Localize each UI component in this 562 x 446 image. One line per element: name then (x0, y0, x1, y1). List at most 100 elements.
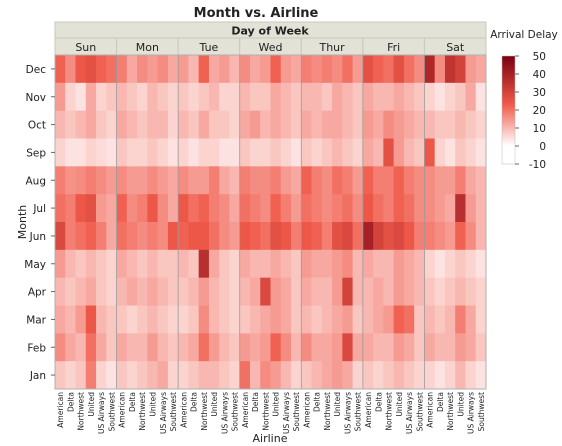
heatmap-cell (311, 166, 323, 195)
heatmap-cell (301, 333, 312, 362)
heatmap-cell (311, 194, 323, 223)
heatmap-cell (249, 277, 261, 306)
heatmap-cell (85, 82, 97, 112)
heatmap-cell (239, 82, 251, 112)
heatmap-cell (85, 55, 97, 84)
heatmap-cell (55, 305, 66, 334)
heatmap-cell (96, 55, 107, 84)
heatmap-cell (465, 110, 477, 139)
heatmap-cell (178, 82, 189, 112)
heatmap-cell (362, 110, 374, 139)
heatmap-cell (249, 110, 261, 139)
heatmap-cell (301, 82, 312, 112)
heatmap-cell (55, 277, 66, 306)
heatmap-cell (393, 249, 405, 279)
heatmap-cell (362, 249, 374, 279)
heatmap-cell (403, 110, 415, 139)
heatmap-cell (198, 194, 210, 223)
heatmap-cell (219, 277, 230, 306)
heatmap-cell (55, 222, 66, 251)
heatmap-cell (383, 249, 395, 279)
heatmap-cell (291, 194, 302, 223)
heatmap-cell (147, 55, 159, 84)
heatmap-cell (291, 138, 302, 167)
airline-label: Northwest (385, 392, 394, 431)
heatmap-cell (96, 110, 107, 139)
heatmap-cell (167, 82, 179, 112)
heatmap-cell (393, 305, 405, 334)
heatmap-cell (301, 138, 312, 167)
heatmap-cell (424, 82, 436, 112)
heatmap-cell (198, 305, 210, 334)
heatmap-cell (393, 55, 405, 84)
heatmap-cell (383, 166, 395, 195)
heatmap-cell (321, 333, 333, 362)
heatmap-cell (55, 333, 66, 362)
heatmap-cell (291, 361, 302, 390)
heatmap-cell (434, 110, 446, 139)
airline-label: US Airways (405, 392, 414, 434)
heatmap-cell (116, 222, 128, 251)
day-headers: Sun Mon Tue Wed Thur Fri Sat (54, 37, 487, 56)
heatmap-cell (137, 333, 148, 362)
heatmap-cell (198, 222, 210, 251)
heatmap-cell (126, 194, 138, 223)
heatmap-cell (383, 277, 395, 306)
heatmap-cell (414, 361, 425, 390)
legend-tick-label: 10 (533, 123, 546, 135)
heatmap-cell (465, 361, 477, 390)
heatmap-cell (465, 222, 477, 251)
heatmap-cell (332, 138, 343, 167)
heatmap-cell (137, 138, 148, 167)
heatmap-cell (362, 138, 374, 167)
heatmap-cell (106, 277, 117, 306)
heatmap-cell (321, 194, 333, 223)
heatmap-cell (280, 110, 292, 139)
heatmap-cell (219, 138, 230, 167)
heatmap-cell (178, 110, 189, 139)
heatmap-cell (403, 55, 415, 84)
heatmap-cell (157, 110, 169, 139)
heatmap-cell (249, 333, 261, 362)
heatmap-cell (75, 138, 87, 167)
heatmap-cell (126, 166, 138, 195)
heatmap-cell (362, 166, 374, 195)
heatmap-cell (106, 249, 117, 279)
airline-label: American (179, 392, 188, 428)
heatmap-cell (434, 194, 446, 223)
heatmap-cell (383, 55, 395, 84)
heatmap-cell (342, 110, 353, 139)
heatmap-cell (403, 194, 415, 223)
heatmap-cell (75, 305, 87, 334)
heatmap-cell (352, 277, 364, 306)
heatmap-cell (362, 55, 374, 84)
heatmap-cell (116, 333, 128, 362)
heatmap-cell (208, 361, 220, 390)
heatmap-cell (414, 305, 425, 334)
airline-label: American (364, 392, 373, 428)
heatmap-cell (311, 55, 323, 84)
heatmap-cell (403, 166, 415, 195)
heatmap-cell (157, 138, 169, 167)
heatmap-cell (332, 166, 343, 195)
heatmap-cell (126, 333, 138, 362)
legend-tick-label: 30 (533, 87, 546, 99)
heatmap-cell (383, 305, 395, 334)
heatmap-cell (198, 166, 210, 195)
heatmap-cell (55, 166, 66, 195)
heatmap-cell (239, 194, 251, 223)
heatmap-cell (332, 277, 343, 306)
heatmap-cell (249, 138, 261, 167)
heatmap-cell (137, 361, 148, 390)
heatmap-cell (342, 249, 353, 279)
heatmap-cell (208, 277, 220, 306)
heatmap-cell (137, 277, 148, 306)
heatmap-cell (249, 82, 261, 112)
heatmap-cell (301, 110, 312, 139)
heatmap-cell (188, 305, 200, 334)
heatmap-cell (147, 333, 159, 362)
month-label: Apr (28, 287, 47, 299)
heatmap-cell (85, 361, 97, 390)
heatmap-cell (96, 305, 107, 334)
heatmap-cell (65, 166, 76, 195)
